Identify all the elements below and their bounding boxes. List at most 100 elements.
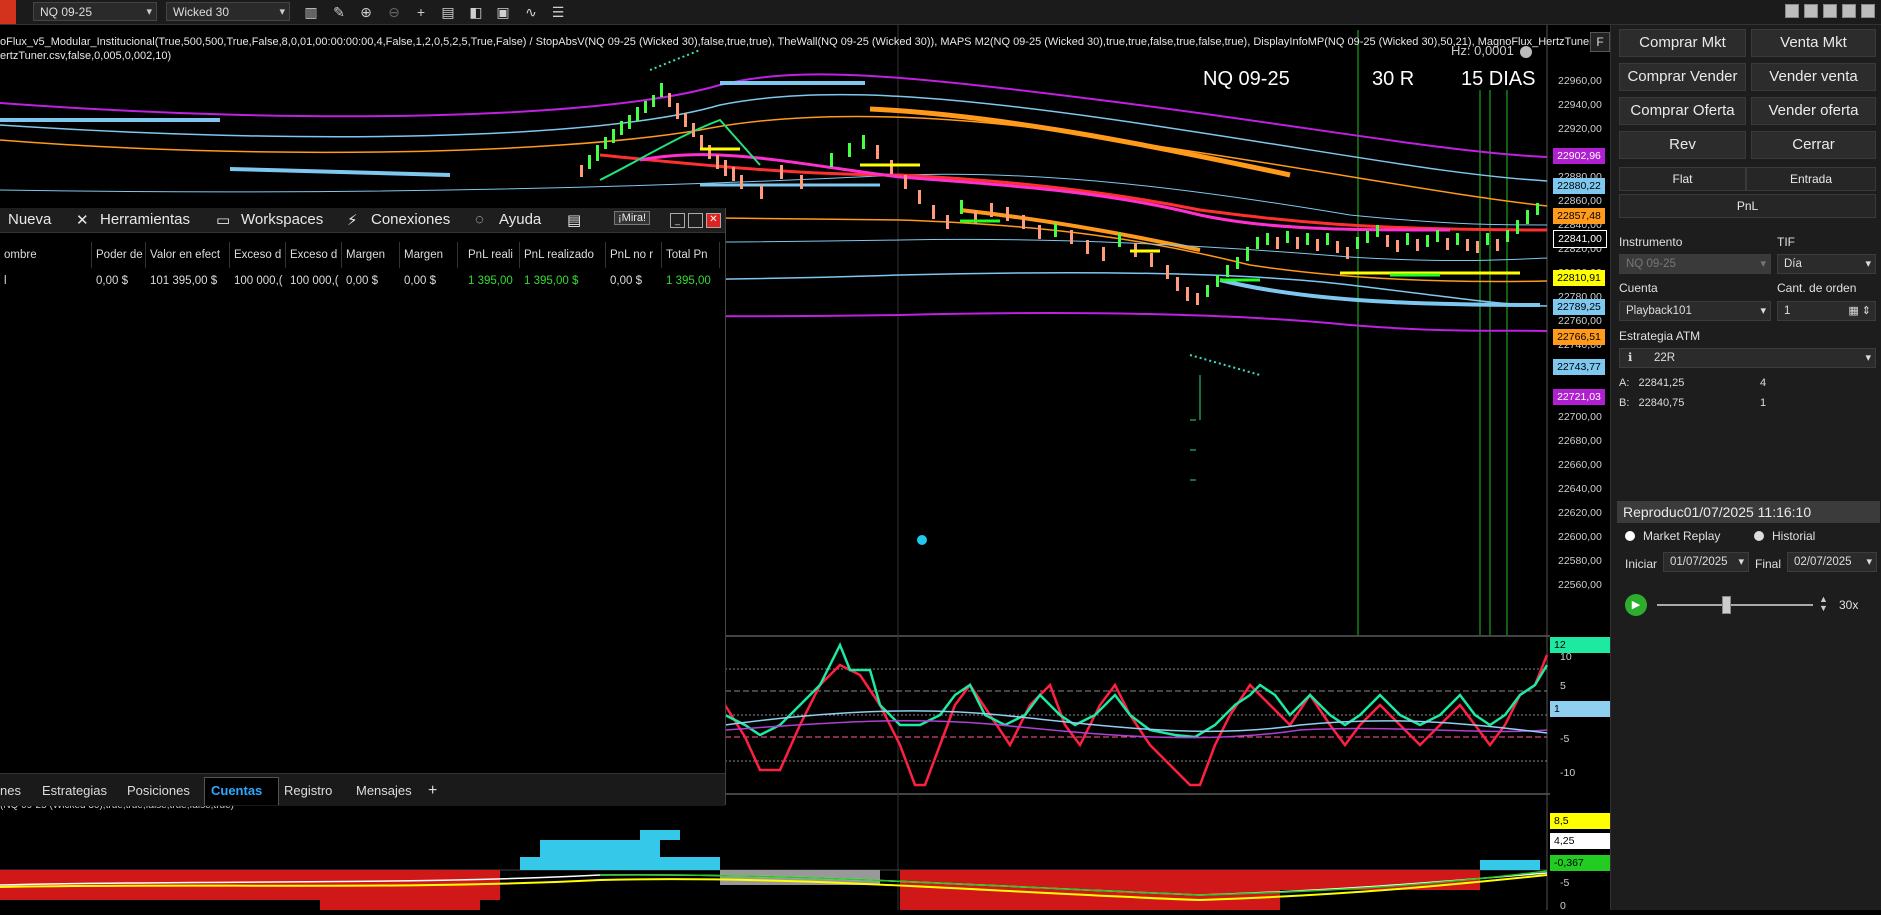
quantity-stepper[interactable]: 1 ▦ ⇕ (1777, 301, 1876, 321)
replay-slider-track[interactable] (1657, 604, 1813, 606)
chat-icon[interactable]: ▤ (567, 212, 582, 229)
price-tick: 22860,00 (1558, 195, 1602, 207)
price-box: 22721,03 (1553, 389, 1605, 405)
zoom-in-icon[interactable]: ⊕ (360, 4, 372, 20)
mira-button[interactable]: ¡Mira! (614, 211, 651, 225)
col-valor[interactable]: Valor en efect (146, 242, 230, 268)
menu-nueva[interactable]: Nueva (8, 211, 52, 228)
historial-radio[interactable] (1754, 531, 1764, 541)
price-tick: 22660,00 (1558, 459, 1602, 471)
cell-exceso-1: 100 000,( (234, 275, 283, 287)
cell-exceso-2: 100 000,( (290, 275, 339, 287)
col-poder[interactable]: Poder de (92, 242, 146, 268)
atm-value: 22R (1654, 352, 1676, 364)
tab-mensajes[interactable]: Mensajes (356, 783, 412, 798)
tab-ordenes[interactable]: nes (0, 783, 21, 798)
chart-trader-icon[interactable]: ◧ (469, 4, 483, 20)
menu-ayuda[interactable]: Ayuda (499, 211, 542, 228)
close-icon[interactable]: ✕ (706, 213, 721, 228)
price-tick: 22920,00 (1558, 123, 1602, 135)
replay-slider-handle[interactable] (1722, 596, 1731, 614)
sell-market-button[interactable]: Venta Mkt (1751, 29, 1876, 57)
reverse-button[interactable]: Rev (1619, 131, 1746, 159)
tif-value: Día (1784, 258, 1802, 270)
chevron-down-icon: ▾ (146, 6, 152, 18)
tif-label: TIF (1777, 235, 1795, 249)
menu-workspaces[interactable]: Workspaces (241, 211, 324, 228)
minimize-icon[interactable]: _ (670, 213, 685, 228)
menu-conexiones[interactable]: Conexiones (371, 211, 451, 228)
col-exceso-2[interactable]: Exceso d (286, 242, 342, 268)
close-position-button[interactable]: Cerrar (1751, 131, 1876, 159)
bar-style-icon[interactable]: ▥ (304, 4, 318, 20)
instrument-field[interactable]: NQ 09-25 ▾ (1619, 254, 1771, 274)
tif-select[interactable]: Día ▾ (1777, 254, 1876, 274)
chart-area[interactable]: oFlux_v5_Modular_Institucional(True,500,… (0, 25, 1687, 915)
col-pnl-realizado[interactable]: PnL realizado (520, 242, 606, 268)
app-logo[interactable] (0, 0, 16, 24)
f-button[interactable]: F (1590, 32, 1610, 52)
price-box: 22880,22 (1553, 178, 1605, 194)
price-tick: 22700,00 (1558, 411, 1602, 423)
instrument-select[interactable]: NQ 09-25 ▾ (33, 2, 157, 21)
indicators-icon[interactable]: ∿ (525, 4, 537, 20)
maximize-icon[interactable] (688, 213, 703, 228)
cell-pnl-realizado: 1 395,00 $ (524, 275, 579, 287)
end-label: Final (1755, 557, 1782, 571)
end-date-picker[interactable]: 02/07/2025 ▾ (1787, 552, 1877, 572)
col-nombre[interactable]: ombre (0, 242, 92, 268)
start-date-picker[interactable]: 01/07/2025 ▾ (1663, 552, 1749, 572)
buy-bid-button[interactable]: Comprar Oferta (1619, 97, 1746, 125)
chevron-down-icon: ▾ (279, 6, 285, 18)
col-pnl-reali[interactable]: PnL reali (464, 242, 520, 268)
properties-icon[interactable]: ☰ (551, 4, 565, 20)
tab-posiciones[interactable]: Posiciones (127, 783, 190, 798)
buy-market-button[interactable]: Comprar Mkt (1619, 29, 1746, 57)
menu-herramientas[interactable]: Herramientas (100, 211, 191, 228)
minimize-icon[interactable] (1785, 4, 1799, 18)
tab-registro[interactable]: Registro (284, 783, 333, 798)
window-close-icon[interactable] (1842, 4, 1856, 18)
osc-value-box: 1 (1550, 701, 1612, 717)
price-tick: 22960,00 (1558, 75, 1602, 87)
data-box-icon[interactable]: ▤ (441, 4, 455, 20)
price-box: 22789,25 (1553, 299, 1605, 315)
osc-tick: 5 (1560, 680, 1566, 692)
strategy-icon[interactable]: ▣ (496, 4, 510, 20)
timeframe-value: Wicked 30 (173, 5, 230, 19)
restore-icon[interactable] (1804, 4, 1818, 18)
info-icon[interactable]: ℹ (1628, 352, 1633, 364)
play-button[interactable]: ▶ (1625, 594, 1647, 616)
draw-icon[interactable]: ✎ (333, 4, 345, 20)
sell-bid-button[interactable]: Vender oferta (1751, 97, 1876, 125)
col-margen-2[interactable]: Margen (400, 242, 458, 268)
tab-cuentas[interactable]: Cuentas (204, 777, 280, 805)
market-replay-radio[interactable] (1625, 531, 1635, 541)
symbol-label: NQ 09-25 (1203, 68, 1290, 90)
col-total-pnl[interactable]: Total Pn (662, 242, 720, 268)
level-dashes (700, 147, 1520, 282)
range-label: 30 R (1372, 68, 1415, 90)
status-dot (1520, 46, 1532, 58)
add-tab-button[interactable]: + (428, 782, 438, 799)
buy-ask-button[interactable]: Comprar Vender (1619, 63, 1746, 91)
stepper-icon[interactable]: ▦ ⇕ (1848, 305, 1871, 317)
cell-nombre: l (4, 275, 7, 287)
tab-estrategias[interactable]: Estrategias (42, 783, 108, 798)
crosshair-icon[interactable]: + (416, 4, 426, 20)
hist-value-box: 8,5 (1550, 813, 1612, 829)
maximize-icon[interactable] (1823, 4, 1837, 18)
col-exceso-1[interactable]: Exceso d (230, 242, 286, 268)
account-select[interactable]: Playback101 ▾ (1619, 301, 1771, 321)
entry-price: Entrada (1746, 167, 1876, 191)
timeframe-select[interactable]: Wicked 30 ▾ (166, 2, 290, 21)
sell-ask-button[interactable]: Vender venta (1751, 63, 1876, 91)
speed-stepper-icon[interactable]: ▲ ▼ (1819, 594, 1828, 613)
pnl-display: PnL (1619, 194, 1876, 218)
zoom-out-icon[interactable]: ⊖ (388, 4, 400, 20)
col-margen-1[interactable]: Margen (342, 242, 400, 268)
price-tick: 22940,00 (1558, 99, 1602, 111)
col-pnl-no-realizado[interactable]: PnL no r (606, 242, 662, 268)
close-icon[interactable] (1861, 4, 1875, 18)
atm-select[interactable]: ℹ 22R ▾ (1619, 348, 1876, 368)
